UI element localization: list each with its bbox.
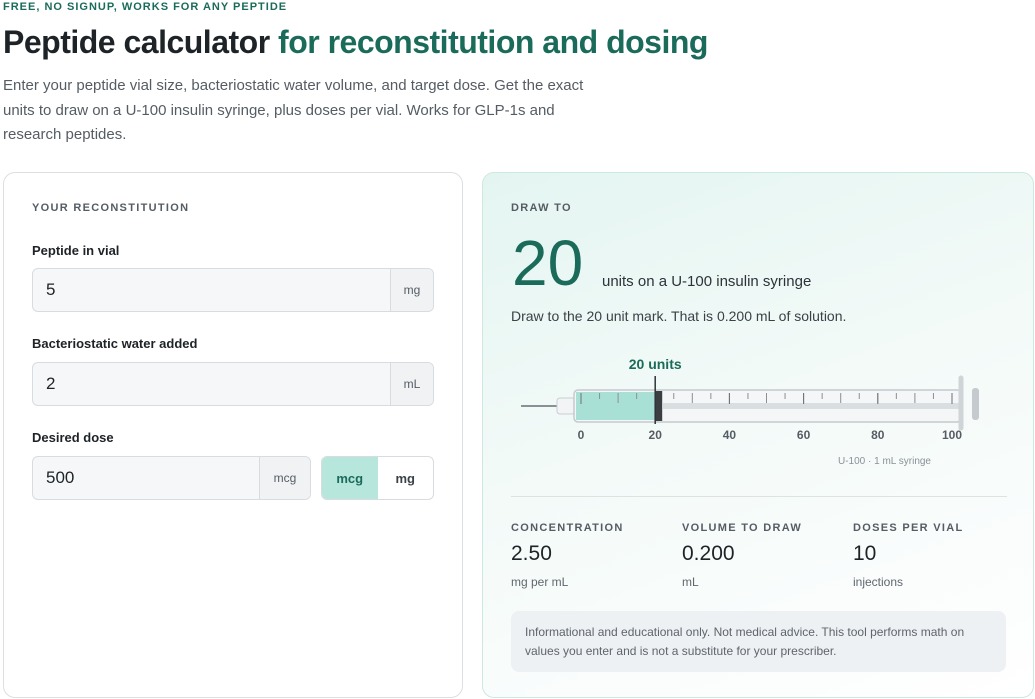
needle-hub: [556, 397, 576, 415]
eyebrow: FREE, NO SIGNUP, WORKS FOR ANY PEPTIDE: [3, 1, 288, 13]
stat: DOSES PER VIAL 10 injections: [853, 522, 964, 589]
scale-label: 100: [942, 428, 962, 442]
units-caption: units on a U-100 insulin syringe: [602, 273, 812, 290]
stat-label: DOSES PER VIAL: [853, 522, 964, 534]
stat-label: VOLUME TO DRAW: [682, 522, 803, 534]
description: Enter your peptide vial size, bacteriost…: [3, 77, 584, 143]
unit-toggle: mcg mg: [321, 456, 434, 500]
stat: VOLUME TO DRAW 0.200 mL: [682, 522, 802, 589]
title: Peptide calculator: [3, 24, 270, 60]
water-input[interactable]: 2 mL: [32, 362, 434, 406]
dose-input[interactable]: 500 mcg: [32, 456, 311, 500]
stat-value: 10: [853, 542, 877, 565]
scale-label: 80: [871, 428, 885, 442]
page-title: Peptide calculator for reconstitution an…: [3, 24, 708, 61]
divider: [511, 496, 1007, 497]
toggle-option[interactable]: mg: [395, 470, 416, 486]
instruction: Draw to the 20 unit mark. That is 0.200 …: [511, 308, 847, 324]
stat-unit: injections: [853, 575, 904, 589]
plunger-thumb: [972, 388, 979, 420]
scale-label: 0: [578, 428, 585, 442]
result-card: DRAW TO 20 units on a U-100 insulin syri…: [482, 172, 1034, 698]
input-value: 2: [46, 374, 56, 393]
toggle-option[interactable]: mcg: [322, 457, 378, 499]
stat-value: 0.200: [682, 542, 735, 565]
fill-level: [576, 392, 656, 420]
input-unit: mcg: [259, 457, 310, 499]
draw-units: 20: [512, 227, 584, 299]
stat-value: 2.50: [511, 542, 552, 565]
plunger-stopper: [655, 391, 663, 421]
stat: CONCENTRATION 2.50 mg per mL: [511, 522, 624, 589]
card-heading: YOUR RECONSTITUTION: [32, 202, 190, 214]
stat-unit: mg per mL: [511, 575, 569, 589]
result-heading: DRAW TO: [511, 202, 572, 214]
stat-unit: mL: [682, 575, 699, 589]
stat-label: CONCENTRATION: [511, 522, 624, 534]
input-value: 5: [46, 280, 56, 299]
input-unit: mL: [390, 363, 433, 405]
field-label: Bacteriostatic water added: [32, 336, 198, 351]
disclaimer: Informational and educational only. Not …: [511, 611, 1006, 672]
field-label: Peptide in vial: [32, 243, 120, 258]
input-unit: mg: [390, 269, 433, 311]
input-value: 500: [46, 468, 75, 487]
plunger-rod: [662, 403, 961, 409]
marker-label: 20 units: [629, 356, 682, 372]
vial-input[interactable]: 5 mg: [32, 268, 434, 312]
scale-label: 60: [797, 428, 811, 442]
syringe: 0 20 40 60 80 100 20 units U-100 · 1 mL syringe: [521, 356, 979, 467]
scale-label: 20: [649, 428, 663, 442]
title-accent: for reconstitution and dosing: [278, 24, 708, 60]
field-label: Desired dose: [32, 430, 114, 445]
scale-label: 40: [723, 428, 737, 442]
input-card: YOUR RECONSTITUTION Peptide in vial 5 mg …: [3, 172, 463, 698]
syringe-note: U-100 · 1 mL syringe: [838, 456, 931, 467]
